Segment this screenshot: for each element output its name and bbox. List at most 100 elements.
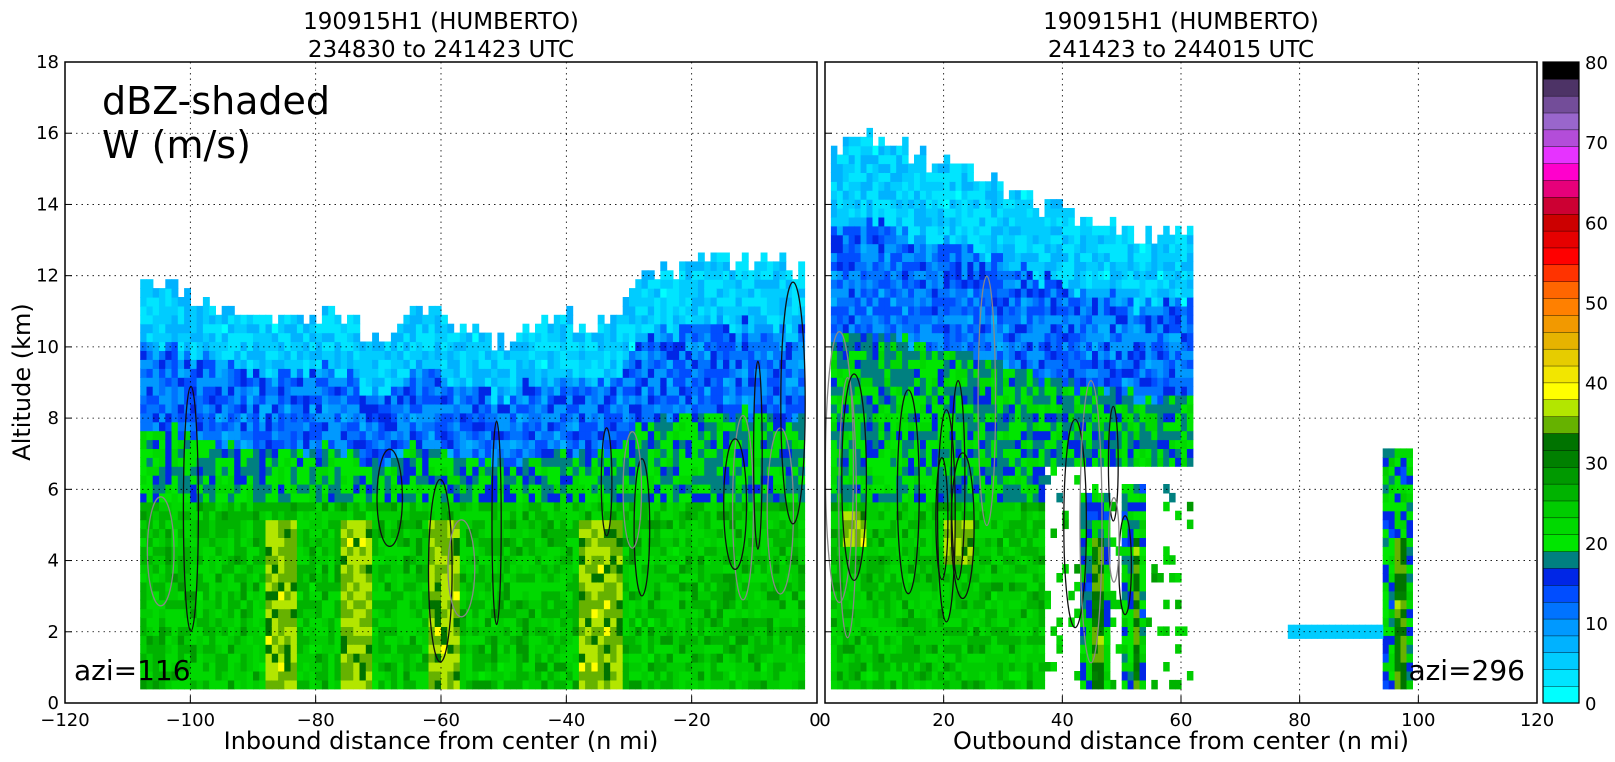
reflectivity-cell [328, 537, 336, 547]
reflectivity-cell [848, 145, 856, 156]
reflectivity-cell [221, 573, 229, 583]
reflectivity-cell [221, 395, 229, 405]
reflectivity-cell [472, 439, 480, 449]
reflectivity-cell [779, 412, 787, 423]
reflectivity-cell [704, 608, 712, 619]
reflectivity-cell [246, 564, 254, 574]
reflectivity-cell [798, 430, 806, 441]
reflectivity-cell [409, 430, 417, 441]
reflectivity-cell [415, 573, 423, 583]
reflectivity-cell [585, 644, 592, 654]
reflectivity-cell [503, 608, 511, 619]
reflectivity-cell [666, 671, 674, 681]
reflectivity-cell [760, 395, 768, 405]
reflectivity-cell [610, 528, 618, 538]
reflectivity-cell [830, 475, 838, 485]
reflectivity-cell [629, 564, 636, 574]
reflectivity-cell [547, 359, 555, 369]
reflectivity-cell [741, 555, 749, 565]
reflectivity-cell [459, 403, 467, 414]
reflectivity-cell [854, 350, 862, 360]
reflectivity-cell [378, 546, 386, 556]
reflectivity-cell [578, 599, 586, 610]
reflectivity-cell [271, 439, 279, 449]
reflectivity-cell [303, 412, 310, 423]
reflectivity-cell [296, 573, 304, 583]
reflectivity-cell [760, 323, 768, 334]
reflectivity-cell [478, 519, 486, 530]
reflectivity-cell [184, 466, 191, 476]
reflectivity-cell [622, 492, 630, 503]
reflectivity-cell [685, 492, 693, 503]
reflectivity-cell [791, 617, 799, 627]
reflectivity-cell [259, 439, 267, 449]
reflectivity-cell [666, 386, 674, 396]
reflectivity-cell [760, 519, 768, 530]
reflectivity-cell [171, 537, 179, 547]
reflectivity-cell [754, 323, 762, 334]
reflectivity-cell [397, 341, 404, 351]
reflectivity-cell [221, 341, 229, 351]
reflectivity-cell [290, 590, 298, 601]
reflectivity-cell [328, 332, 336, 343]
reflectivity-cell [340, 617, 348, 627]
reflectivity-cell [328, 492, 336, 503]
reflectivity-cell [315, 555, 323, 565]
reflectivity-cell [484, 564, 492, 574]
reflectivity-cell [791, 448, 799, 458]
reflectivity-cell [710, 341, 718, 351]
reflectivity-cell [472, 608, 480, 619]
reflectivity-cell [315, 421, 323, 432]
reflectivity-cell [428, 377, 436, 387]
reflectivity-cell [578, 368, 586, 378]
reflectivity-cell [303, 590, 310, 601]
reflectivity-cell [553, 484, 561, 494]
reflectivity-cell [459, 617, 467, 627]
reflectivity-cell [171, 653, 179, 663]
reflectivity-cell [384, 653, 392, 663]
reflectivity-cell [679, 457, 686, 467]
reflectivity-cell [547, 662, 555, 672]
x-tick-label: −100 [166, 710, 215, 731]
reflectivity-cell [491, 448, 498, 458]
reflectivity-cell [830, 510, 838, 521]
reflectivity-cell [860, 662, 868, 672]
reflectivity-cell [353, 448, 361, 458]
reflectivity-cell [553, 608, 561, 619]
reflectivity-cell [177, 501, 185, 512]
reflectivity-cell [428, 608, 436, 619]
reflectivity-cell [184, 457, 191, 467]
reflectivity-cell [284, 359, 292, 369]
reflectivity-cell [403, 617, 411, 627]
reflectivity-cell [779, 475, 787, 485]
reflectivity-cell [509, 564, 517, 574]
reflectivity-cell [779, 439, 787, 449]
reflectivity-cell [541, 484, 549, 494]
reflectivity-cell [704, 395, 712, 405]
reflectivity-cell [679, 501, 686, 512]
reflectivity-cell [159, 510, 166, 521]
reflectivity-cell [497, 350, 505, 360]
reflectivity-cell [378, 359, 386, 369]
reflectivity-cell [253, 377, 260, 387]
reflectivity-cell [509, 573, 517, 583]
reflectivity-cell [441, 395, 448, 405]
reflectivity-cell [830, 341, 838, 351]
reflectivity-cell [723, 662, 730, 672]
reflectivity-cell [754, 608, 762, 619]
reflectivity-cell [791, 662, 799, 672]
reflectivity-cell [591, 564, 599, 574]
reflectivity-cell [177, 492, 185, 503]
reflectivity-cell [328, 395, 336, 405]
reflectivity-cell [196, 484, 204, 494]
reflectivity-cell [171, 617, 179, 627]
reflectivity-cell [459, 671, 467, 681]
reflectivity-cell [253, 564, 260, 574]
reflectivity-cell [484, 359, 492, 369]
reflectivity-cell [509, 457, 517, 467]
reflectivity-cell [685, 608, 693, 619]
reflectivity-cell [409, 671, 417, 681]
reflectivity-cell [716, 350, 724, 360]
reflectivity-cell [716, 626, 724, 636]
reflectivity-cell [390, 581, 398, 592]
